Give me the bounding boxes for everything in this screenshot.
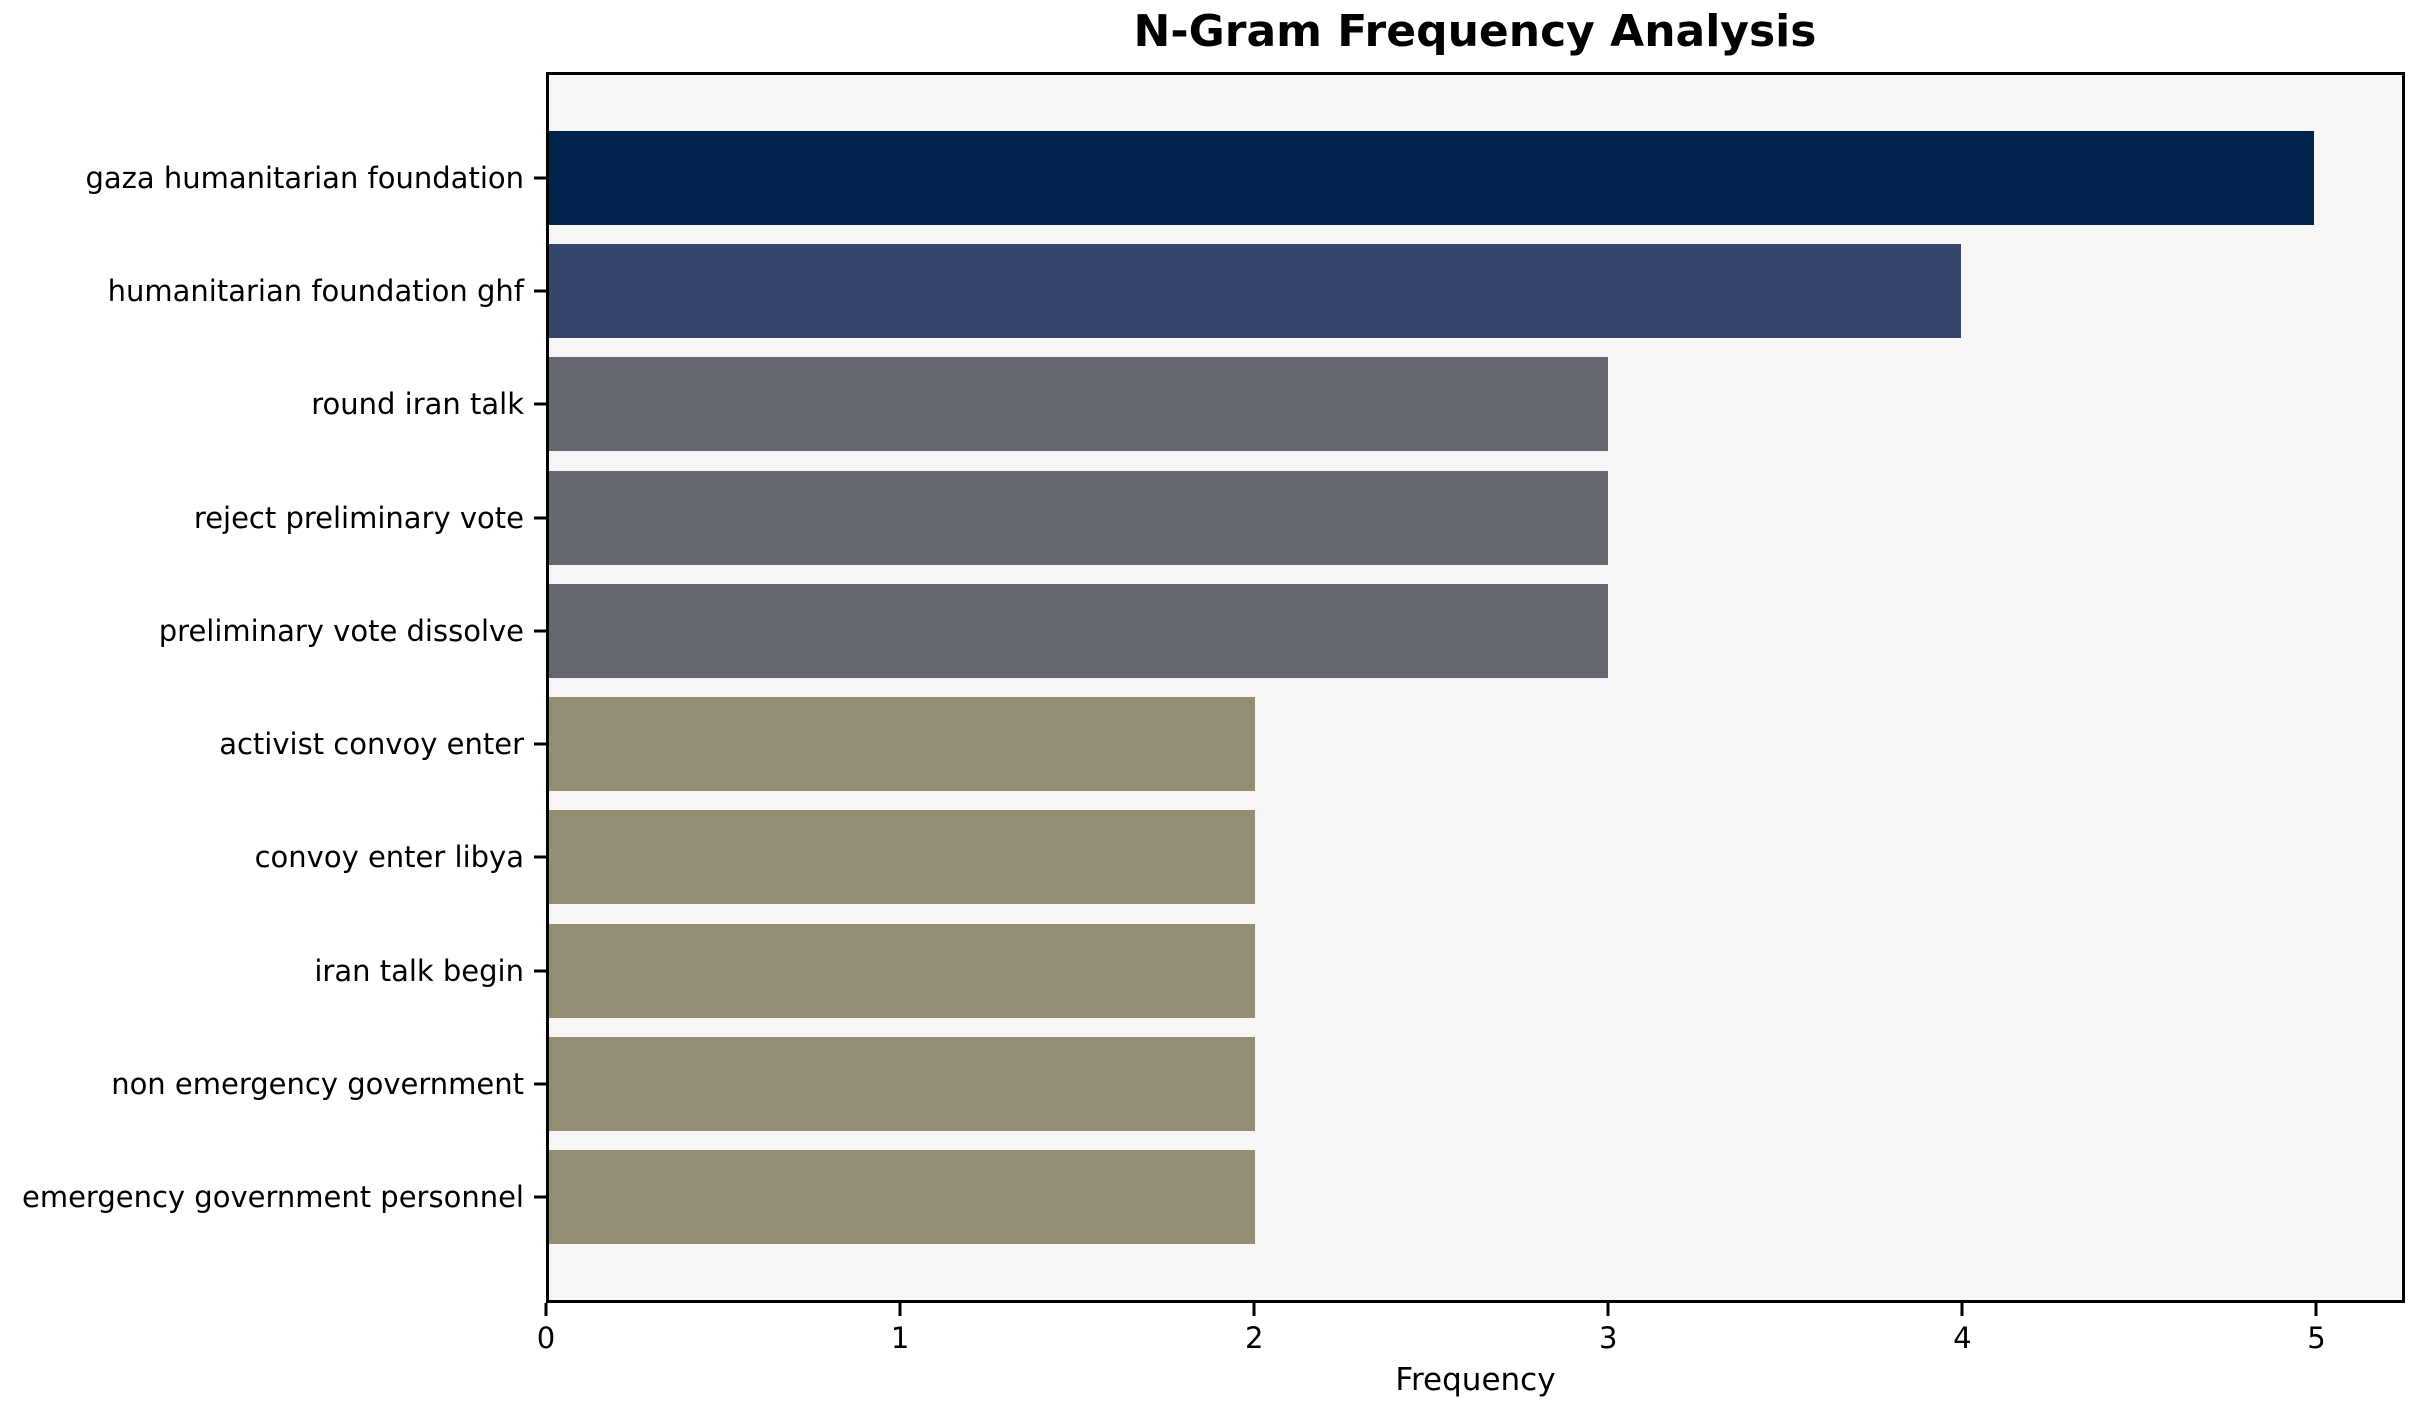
bar-activist-convoy-enter (549, 697, 1255, 792)
bar-preliminary-vote-dissolve (549, 583, 1608, 678)
bar-row (549, 234, 2402, 347)
y-tick-label: convoy enter libya (254, 840, 524, 875)
y-tick-mark (534, 855, 546, 859)
bar-row (549, 121, 2402, 234)
bar-row (549, 801, 2402, 914)
x-tick-label: 5 (2307, 1321, 2326, 1355)
bar-reject-preliminary-vote (549, 470, 1608, 565)
bar-row (549, 687, 2402, 800)
bar-gaza-humanitarian-foundation (549, 130, 2314, 225)
y-tick-mark (534, 629, 546, 633)
y-tick-mark (534, 289, 546, 293)
bar-row (549, 1141, 2402, 1254)
y-tick-mark (534, 742, 546, 746)
y-tick-label: humanitarian foundation ghf (107, 273, 524, 308)
plot-area (546, 72, 2405, 1303)
x-tick-mark (2314, 1303, 2318, 1316)
y-tick-label: reject preliminary vote (193, 500, 524, 535)
bar-emergency-government-personnel (549, 1150, 1255, 1245)
x-axis-title: Frequency (1395, 1362, 1556, 1398)
bars-container (549, 75, 2402, 1300)
y-tick-label: non emergency government (111, 1067, 524, 1102)
bar-non-emergency-government (549, 1037, 1255, 1132)
bar-iran-talk-begin (549, 923, 1255, 1018)
y-tick-label: preliminary vote dissolve (158, 613, 524, 648)
x-tick-label: 1 (890, 1321, 910, 1355)
y-tick-mark (534, 969, 546, 973)
chart-title: N-Gram Frequency Analysis (1133, 6, 1817, 57)
x-tick-label: 3 (1599, 1321, 1618, 1355)
bar-row (549, 348, 2402, 461)
x-tick-mark (898, 1303, 902, 1316)
x-tick-label: 2 (1244, 1321, 1264, 1355)
y-tick-label: gaza humanitarian foundation (85, 160, 524, 195)
y-tick-label: activist convoy enter (219, 727, 524, 762)
y-tick-mark (534, 516, 546, 520)
x-tick-mark (1606, 1303, 1610, 1316)
y-tick-label: round iran talk (311, 387, 524, 422)
y-tick-mark (534, 176, 546, 180)
y-tick-mark (534, 1195, 546, 1199)
y-axis-labels: gaza humanitarian foundation humanitarian… (0, 72, 546, 1303)
y-tick-mark (534, 1082, 546, 1086)
bar-row (549, 914, 2402, 1027)
bar-row (549, 1027, 2402, 1140)
y-tick-label: emergency government personnel (22, 1180, 524, 1215)
bar-row (549, 461, 2402, 574)
bar-convoy-enter-libya (549, 810, 1255, 905)
x-tick-label: 4 (1953, 1321, 1972, 1355)
x-tick-label: 0 (536, 1321, 556, 1355)
bar-round-iran-talk (549, 357, 1608, 452)
y-tick-label: iran talk begin (314, 953, 524, 988)
x-tick-mark (544, 1303, 548, 1316)
bar-humanitarian-foundation-ghf (549, 243, 1961, 338)
x-tick-mark (1252, 1303, 1256, 1316)
x-axis: 0 1 2 3 4 5 (537, 1303, 2405, 1413)
bar-row (549, 574, 2402, 687)
y-tick-mark (534, 402, 546, 406)
x-tick-mark (1960, 1303, 1964, 1316)
